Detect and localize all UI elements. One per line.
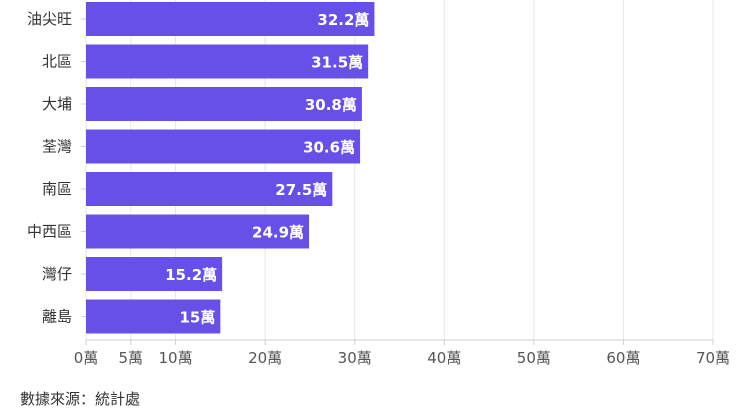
category-label: 南區 <box>42 180 72 198</box>
value-label: 31.5萬 <box>311 54 363 72</box>
bar <box>86 129 361 164</box>
value-label: 32.2萬 <box>317 11 369 29</box>
value-label: 30.8萬 <box>305 96 357 114</box>
value-label: 15.2萬 <box>165 266 217 284</box>
bar <box>86 299 221 334</box>
value-label: 24.9萬 <box>252 224 304 242</box>
bar <box>86 172 333 206</box>
source-note: 數據來源：統計處 <box>20 390 141 408</box>
x-tick-label: 10萬 <box>159 349 193 367</box>
category-label: 離島 <box>42 308 72 326</box>
bar <box>86 257 223 291</box>
bar <box>86 44 369 79</box>
category-label: 中西區 <box>27 223 72 241</box>
value-label: 30.6萬 <box>303 139 355 157</box>
x-tick-label: 20萬 <box>248 349 282 367</box>
category-label: 油尖旺 <box>27 10 72 28</box>
category-label: 北區 <box>42 53 72 71</box>
category-label: 灣仔 <box>42 265 72 283</box>
x-tick-label: 70萬 <box>696 349 730 367</box>
x-tick-label: 60萬 <box>606 349 640 367</box>
category-label: 大埔 <box>42 95 72 113</box>
value-label: 15萬 <box>179 309 215 327</box>
x-tick-label: 5萬 <box>119 349 144 367</box>
bar <box>86 87 362 121</box>
x-tick-label: 0萬 <box>74 349 99 367</box>
category-label: 荃灣 <box>42 138 72 156</box>
bar <box>86 214 310 249</box>
x-tick-label: 30萬 <box>338 349 372 367</box>
bar <box>86 2 375 36</box>
value-label: 27.5萬 <box>275 181 327 199</box>
x-tick-label: 40萬 <box>427 349 461 367</box>
x-tick-label: 50萬 <box>517 349 551 367</box>
